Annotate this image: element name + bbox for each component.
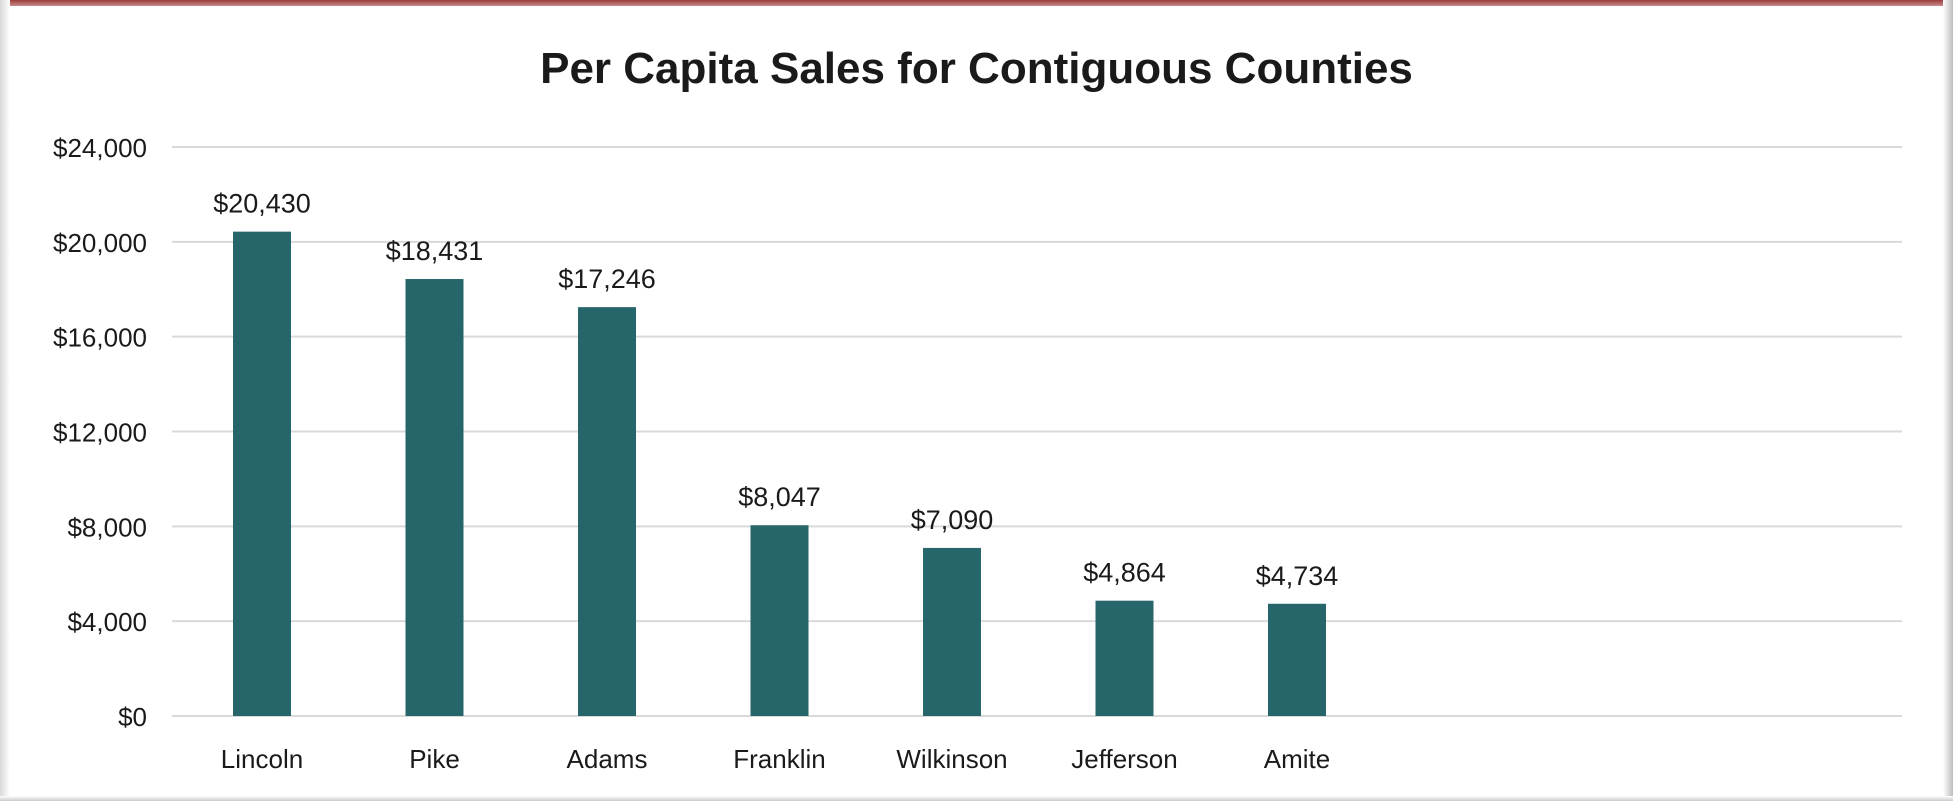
x-tick-label: Wilkinson: [896, 744, 1007, 774]
x-tick-label: Amite: [1264, 744, 1330, 774]
bar-adams: [578, 307, 636, 716]
x-tick-label: Jefferson: [1071, 744, 1177, 774]
data-label: $4,864: [1083, 558, 1166, 588]
chart-title: Per Capita Sales for Contiguous Counties: [540, 44, 1413, 93]
bar-wilkinson: [923, 547, 981, 716]
bottom-border: [0, 796, 1953, 801]
x-tick-label: Adams: [567, 744, 648, 774]
y-tick-label: $24,000: [53, 133, 147, 163]
y-tick-label: $4,000: [67, 607, 147, 637]
y-tick-label: $12,000: [53, 418, 147, 448]
x-axis-tick-labels: Lincoln Pike Adams Franklin Wilkinson Jeffers…: [221, 744, 1330, 774]
x-tick-label: Pike: [409, 744, 460, 774]
y-tick-label: $0: [118, 702, 147, 732]
bar-franklin: [750, 525, 809, 716]
data-label: $17,246: [558, 264, 656, 294]
x-tick-label: Franklin: [733, 744, 825, 774]
x-tick-label: Lincoln: [221, 744, 303, 774]
data-labels: $20,430 $18,431 $17,246 $8,047 $7,090 $4,864 $…: [213, 189, 1338, 591]
y-tick-label: $8,000: [67, 512, 147, 542]
left-border: [0, 0, 10, 801]
data-label: $4,734: [1256, 561, 1339, 591]
top-border: [0, 0, 1953, 6]
y-tick-label: $20,000: [53, 228, 147, 258]
bar-amite: [1268, 603, 1326, 716]
right-border: [1943, 0, 1953, 801]
bars: [233, 231, 1326, 717]
y-tick-label: $16,000: [53, 323, 147, 353]
bar-pike: [405, 279, 464, 716]
bar-lincoln: [233, 231, 291, 717]
y-axis-tick-labels: $0 $4,000 $8,000 $12,000 $16,000 $20,000 $24,0…: [53, 133, 147, 732]
data-label: $20,430: [213, 189, 311, 219]
bar-jefferson: [1095, 600, 1154, 716]
data-label: $18,431: [386, 236, 484, 266]
data-label: $8,047: [738, 482, 821, 512]
data-label: $7,090: [911, 505, 994, 535]
